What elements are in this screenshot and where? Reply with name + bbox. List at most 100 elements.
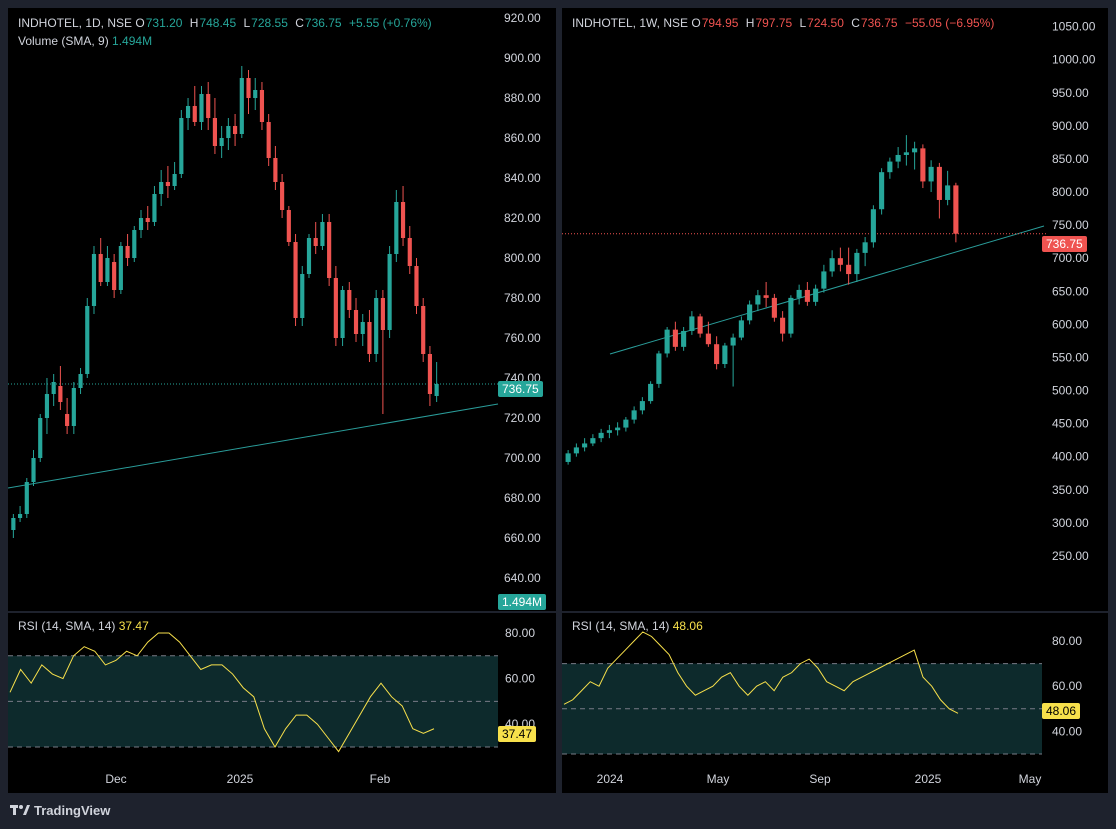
- candle-body: [333, 278, 338, 338]
- weekly-rsi-chart[interactable]: 40.00 60.00 80.00: [562, 613, 1108, 763]
- open-value: 731.20: [145, 16, 183, 30]
- candle-body: [427, 354, 433, 394]
- weekly-rsi-pane[interactable]: 40.00 60.00 80.00 RSI (14, SMA, 14) 48.06 …: [562, 613, 1108, 763]
- price-axis-tick: 920.00: [504, 11, 541, 25]
- time-axis-label: May: [707, 772, 730, 786]
- candle-body: [421, 306, 426, 354]
- daily-symbol: INDHOTEL, 1D, NSE: [18, 16, 133, 30]
- candle-body: [179, 118, 184, 174]
- candle-body: [763, 295, 769, 298]
- candle-body: [936, 166, 942, 200]
- price-axis-tick: 860.00: [504, 131, 541, 145]
- weekly-rsi-legend: RSI (14, SMA, 14) 48.06: [572, 619, 703, 633]
- weekly-time-axis[interactable]: 2024 May Sep 2025 May: [562, 763, 1108, 793]
- candle-body: [689, 316, 695, 331]
- candle-body: [105, 258, 110, 282]
- weekly-price-pane[interactable]: 250.00 300.00 350.00 400.00 450.00 500.00 550.…: [562, 8, 1108, 611]
- rsi-value: 48.06: [672, 619, 703, 633]
- candle-body: [360, 322, 365, 334]
- candle-body: [91, 254, 97, 306]
- rsi-axis-tick: 60.00: [1052, 679, 1082, 693]
- candle-body: [920, 148, 926, 182]
- candle-body: [78, 374, 83, 388]
- candle-body: [185, 106, 191, 118]
- open-label: O: [135, 16, 145, 30]
- candle-body: [165, 182, 170, 186]
- candle-body: [306, 238, 312, 274]
- candle-body: [132, 230, 137, 258]
- price-axis-tick: 550.00: [1052, 350, 1089, 364]
- candle-body: [387, 254, 392, 330]
- price-axis-tick: 840.00: [504, 171, 541, 185]
- candle-body: [159, 182, 164, 194]
- candle-body: [44, 394, 50, 418]
- candle-body: [747, 304, 753, 321]
- candle-body: [138, 218, 144, 230]
- candle-body: [374, 298, 379, 354]
- candle-body: [259, 90, 265, 122]
- change-value: +5.55 (+0.76%): [348, 16, 432, 30]
- time-axis-label: Dec: [105, 772, 126, 786]
- price-axis-tick: 780.00: [504, 291, 541, 305]
- price-axis-tick: 700.00: [504, 451, 541, 465]
- price-axis-tick: 720.00: [504, 411, 541, 425]
- low-label: L: [799, 16, 807, 30]
- candle-body: [266, 122, 271, 158]
- rsi-axis-tick: 80.00: [1052, 634, 1082, 648]
- candle-body: [226, 126, 231, 138]
- candle-body: [71, 388, 76, 426]
- price-axis-tick: 500.00: [1052, 384, 1089, 398]
- daily-rsi-pane[interactable]: 40.00 60.00 80.00 RSI (14, SMA, 14) 37.47 …: [8, 613, 556, 763]
- candle-body: [796, 289, 802, 298]
- candle-body: [286, 210, 291, 242]
- candle-body: [912, 148, 918, 153]
- candle-body: [623, 419, 629, 428]
- rsi-label: RSI (14, SMA, 14): [572, 619, 670, 633]
- rsi-axis-tick: 60.00: [505, 672, 535, 686]
- price-axis-tick: 950.00: [1052, 86, 1089, 100]
- candle-body: [51, 382, 56, 394]
- candle-body: [353, 310, 359, 334]
- candle-body: [738, 320, 744, 338]
- candle-body: [38, 418, 43, 458]
- candle-body: [598, 432, 604, 439]
- daily-price-pane[interactable]: 640.00 660.00 680.00 700.00 720.00 740.00 760.…: [8, 8, 556, 611]
- price-axis-tick: 880.00: [504, 91, 541, 105]
- volume-legend: Volume (SMA, 9) 1.494M: [18, 34, 152, 48]
- price-axis-tick: 800.00: [504, 251, 541, 265]
- open-value: 794.95: [701, 16, 739, 30]
- candle-body: [573, 447, 579, 454]
- candle-body: [780, 317, 786, 334]
- price-axis-tick: 900.00: [504, 51, 541, 65]
- tradingview-logo[interactable]: TradingView: [10, 803, 110, 818]
- candle-body: [771, 297, 777, 318]
- low-label: L: [243, 16, 251, 30]
- time-axis-label: Feb: [370, 772, 391, 786]
- candle-body: [212, 118, 218, 146]
- candle-body: [232, 126, 238, 134]
- candle-body: [582, 443, 588, 448]
- weekly-candlestick-chart[interactable]: 250.00 300.00 350.00 400.00 450.00 500.00 550.…: [562, 8, 1108, 611]
- daily-candlestick-chart[interactable]: 640.00660.00680.00700.00720.00740.00760.…: [8, 8, 556, 611]
- price-axis-tick: 400.00: [1052, 450, 1089, 464]
- price-axis-tick: 800.00: [1052, 185, 1089, 199]
- candle-body: [887, 161, 893, 173]
- candle-body: [273, 158, 278, 182]
- candle-body: [565, 453, 571, 462]
- candle-body: [730, 337, 736, 346]
- candle-body: [755, 295, 761, 305]
- candle-body: [945, 185, 951, 200]
- candle-body: [17, 514, 23, 518]
- candle-body: [590, 438, 596, 444]
- close-value: 736.75: [304, 16, 342, 30]
- daily-time-axis[interactable]: Dec 2025 Feb: [8, 763, 556, 793]
- candle-body: [253, 90, 258, 98]
- high-value: 748.45: [199, 16, 237, 30]
- daily-rsi-legend: RSI (14, SMA, 14) 37.47: [18, 619, 149, 633]
- price-axis-tick: 850.00: [1052, 152, 1089, 166]
- candle-body: [313, 238, 318, 246]
- candle-body: [192, 106, 197, 122]
- price-axis-tick: 820.00: [504, 211, 541, 225]
- candle-body: [804, 289, 810, 302]
